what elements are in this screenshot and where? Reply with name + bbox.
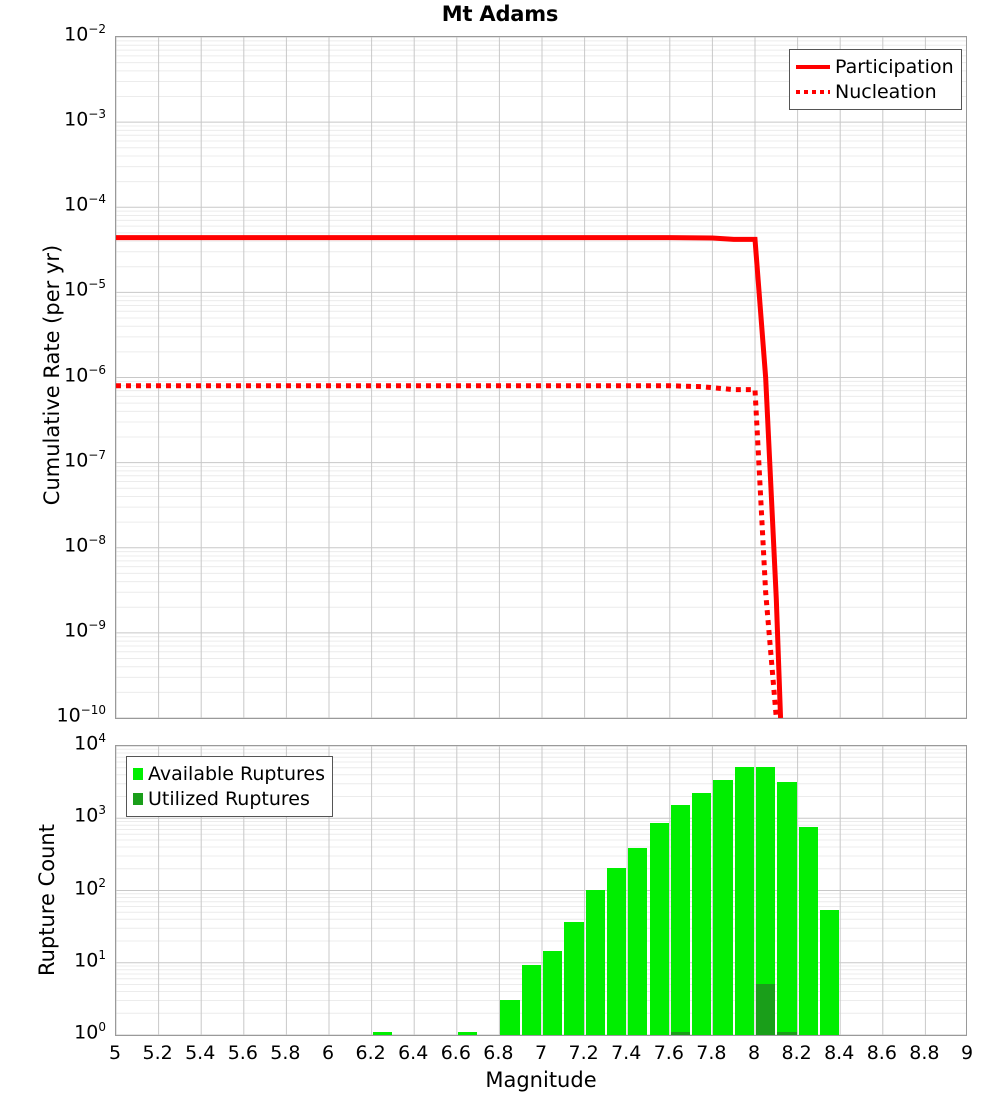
y-tick-label: 10−6	[64, 362, 106, 386]
table-row	[457, 1032, 478, 1035]
available-ruptures-swatch-icon	[133, 767, 143, 780]
page-title: Mt Adams	[441, 2, 559, 26]
table-row	[777, 781, 797, 1035]
legend-item-available-ruptures[interactable]: Available Ruptures	[133, 761, 325, 786]
top-curves	[116, 235, 784, 718]
x-tick-label: 6.2	[355, 1042, 386, 1064]
table-row	[606, 867, 627, 1035]
participation-line-icon	[796, 64, 830, 69]
top-y-axis-title: Cumulative Rate (per yr)	[40, 244, 64, 506]
x-tick-label: 5.6	[227, 1042, 258, 1064]
x-tick-label: 7.2	[568, 1042, 599, 1064]
table-row	[734, 766, 754, 1035]
x-tick-label: 6.8	[483, 1042, 514, 1064]
bottom-y-axis-title: Rupture Count	[35, 824, 59, 976]
x-tick-label: 6.4	[398, 1042, 429, 1064]
table-row	[777, 1032, 797, 1035]
y-tick-label: 10−10	[56, 703, 106, 727]
x-tick-label: 7.6	[653, 1042, 684, 1064]
table-row	[670, 1032, 691, 1035]
legend-item-participation[interactable]: Participation	[796, 54, 954, 79]
y-tick-label: 10−4	[64, 192, 106, 216]
table-row	[819, 910, 840, 1035]
table-row	[649, 823, 669, 1035]
nucleation-dotted-line-icon	[796, 89, 830, 94]
x-tick-label: 8.8	[909, 1042, 940, 1064]
x-tick-label: 8.4	[824, 1042, 855, 1064]
x-tick-label: 7.8	[696, 1042, 727, 1064]
utilized-ruptures-swatch-icon	[133, 792, 143, 805]
table-row	[756, 766, 776, 1035]
rupture-bars	[116, 746, 966, 1035]
legend-label-available-ruptures: Available Ruptures	[148, 762, 325, 785]
y-tick-label: 10−2	[64, 22, 106, 46]
table-row	[521, 965, 541, 1035]
table-row	[756, 983, 776, 1035]
x-tick-label: 8	[747, 1042, 761, 1064]
curve-nucleation	[116, 383, 779, 718]
table-row	[564, 921, 584, 1035]
cumulative-rate-plot	[115, 36, 967, 719]
y-tick-label: 102	[74, 875, 106, 899]
x-tick-label: 8.6	[866, 1042, 897, 1064]
curve-participation	[116, 235, 784, 718]
x-tick-label: 5.8	[270, 1042, 301, 1064]
table-row	[692, 792, 712, 1035]
y-tick-label: 104	[74, 731, 106, 755]
legend-label-participation: Participation	[835, 55, 954, 78]
table-row	[500, 999, 520, 1035]
x-tick-label: 9	[960, 1042, 974, 1064]
y-tick-label: 10−8	[64, 532, 106, 557]
y-tick-label: 10−7	[64, 447, 106, 471]
bottom-legend: Available Ruptures Utilized Ruptures	[126, 756, 333, 817]
x-tick-label: 6	[321, 1042, 335, 1064]
x-tick-label: 8.2	[781, 1042, 812, 1064]
x-tick-label: 7.4	[611, 1042, 642, 1064]
table-row	[543, 951, 563, 1035]
y-tick-label: 101	[74, 947, 106, 972]
y-tick-label: 10−5	[64, 277, 106, 301]
table-row	[628, 848, 648, 1035]
legend-label-nucleation: Nucleation	[835, 80, 937, 103]
table-row	[713, 779, 733, 1035]
x-tick-label: 5.2	[142, 1042, 173, 1064]
legend-item-nucleation[interactable]: Nucleation	[796, 79, 954, 104]
table-row	[372, 1032, 392, 1035]
top-legend: Participation Nucleation	[789, 49, 962, 110]
table-row	[798, 826, 818, 1035]
y-tick-label: 103	[74, 803, 106, 827]
legend-item-utilized-ruptures[interactable]: Utilized Ruptures	[133, 786, 325, 811]
y-tick-label: 10−9	[64, 617, 106, 642]
top-grid	[116, 37, 966, 718]
legend-label-utilized-ruptures: Utilized Ruptures	[148, 787, 310, 810]
x-tick-label: 7	[534, 1042, 548, 1064]
table-row	[670, 804, 691, 1035]
x-tick-label: 5.4	[185, 1042, 216, 1064]
x-tick-label: 5	[108, 1042, 122, 1064]
y-tick-label: 100	[74, 1020, 106, 1044]
x-tick-label: 6.6	[440, 1042, 471, 1064]
x-axis-title: Magnitude	[485, 1068, 597, 1092]
y-tick-label: 10−3	[64, 107, 106, 131]
table-row	[585, 889, 605, 1035]
